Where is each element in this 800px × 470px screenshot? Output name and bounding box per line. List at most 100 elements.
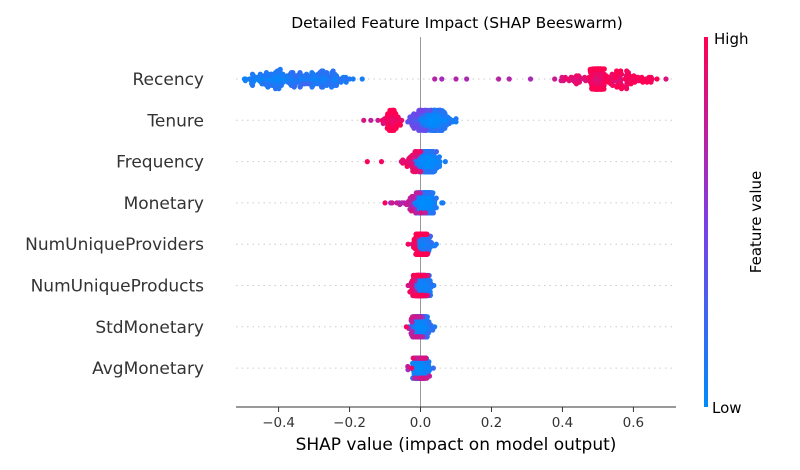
shap-point bbox=[410, 314, 416, 320]
shap-point bbox=[428, 240, 434, 246]
shap-point bbox=[424, 149, 430, 155]
shap-point bbox=[624, 68, 630, 74]
shap-point bbox=[405, 241, 411, 247]
shap-point bbox=[605, 79, 612, 85]
shap-point bbox=[291, 84, 297, 90]
shap-point bbox=[446, 120, 452, 127]
colorbar bbox=[704, 37, 708, 407]
shap-point bbox=[324, 70, 330, 76]
shap-point bbox=[350, 76, 356, 82]
shap-point bbox=[441, 109, 447, 115]
shap-point bbox=[586, 74, 592, 80]
feature-label: AvgMonetary bbox=[92, 359, 204, 379]
shap-point bbox=[426, 359, 432, 365]
shap-point bbox=[433, 127, 439, 133]
shap-point bbox=[413, 210, 419, 216]
shap-point bbox=[439, 127, 445, 133]
shap-point bbox=[663, 76, 669, 82]
shap-point bbox=[640, 79, 646, 85]
shap-point bbox=[274, 68, 280, 74]
shap-point bbox=[412, 272, 418, 279]
shap-point bbox=[305, 73, 311, 79]
x-axis-label: SHAP value (impact on model output) bbox=[296, 435, 617, 455]
shap-point bbox=[632, 79, 638, 85]
shap-point bbox=[319, 84, 325, 90]
feature-label: Recency bbox=[133, 70, 205, 90]
shap-point bbox=[418, 169, 424, 175]
shap-point bbox=[389, 127, 395, 133]
shap-point bbox=[592, 86, 598, 92]
shap-point bbox=[412, 292, 419, 299]
feature-labels: Recency Tenure Frequency Monetary NumUniqueP… bbox=[25, 70, 204, 379]
shap-point bbox=[433, 195, 439, 201]
shap-point bbox=[393, 125, 399, 131]
colorbar-label: Feature value bbox=[747, 171, 765, 273]
shap-point bbox=[413, 190, 419, 196]
shap-point bbox=[411, 236, 417, 242]
x-tick-label: 0.4 bbox=[552, 415, 573, 431]
shap-point bbox=[333, 82, 340, 88]
shap-point bbox=[411, 125, 417, 131]
shap-point bbox=[309, 70, 315, 76]
shap-point bbox=[337, 76, 343, 82]
shap-point bbox=[432, 76, 438, 82]
shap-point bbox=[644, 79, 650, 85]
shap-point bbox=[622, 76, 628, 82]
shap-point bbox=[344, 76, 350, 82]
shap-point bbox=[427, 190, 433, 196]
shap-point bbox=[246, 76, 253, 82]
shap-point bbox=[400, 157, 406, 163]
shap-point bbox=[411, 169, 417, 175]
shap-point bbox=[326, 81, 333, 87]
shap-point bbox=[433, 107, 439, 113]
shap-point bbox=[433, 205, 439, 211]
shap-point bbox=[573, 81, 580, 87]
shap-point bbox=[249, 82, 256, 88]
shap-point bbox=[618, 86, 625, 92]
x-tick-label: 0.0 bbox=[410, 415, 431, 431]
shap-point bbox=[439, 200, 445, 206]
shap-point bbox=[364, 159, 370, 165]
shap-point bbox=[430, 365, 436, 371]
shap-point bbox=[409, 193, 415, 200]
shap-point bbox=[309, 84, 315, 90]
shap-point bbox=[403, 324, 409, 330]
chart-title: Detailed Feature Impact (SHAP Beeswarm) bbox=[291, 14, 623, 32]
shap-point bbox=[596, 66, 602, 72]
shap-point bbox=[421, 272, 428, 279]
shap-point bbox=[422, 210, 429, 216]
shap-point bbox=[407, 114, 413, 120]
shap-point bbox=[654, 76, 660, 82]
shap-point bbox=[412, 334, 419, 340]
shap-point bbox=[424, 334, 430, 340]
feature-label: Tenure bbox=[146, 111, 204, 131]
shap-point bbox=[267, 82, 273, 88]
shap-point bbox=[634, 74, 640, 80]
shap-point bbox=[527, 76, 534, 82]
shap-point bbox=[613, 74, 619, 80]
shap-point bbox=[268, 71, 274, 77]
shap-point bbox=[590, 66, 596, 72]
shap-point bbox=[385, 111, 391, 117]
shap-point bbox=[389, 107, 395, 113]
shap-point bbox=[409, 278, 415, 284]
shap-point bbox=[378, 159, 385, 165]
shap-point bbox=[436, 154, 442, 160]
feature-label: NumUniqueProducts bbox=[31, 277, 205, 297]
shap-point bbox=[328, 73, 334, 79]
shap-point bbox=[330, 68, 336, 74]
shap-point bbox=[418, 251, 424, 257]
shap-point bbox=[415, 111, 421, 117]
shap-point bbox=[406, 155, 412, 161]
feature-label: Frequency bbox=[116, 153, 204, 173]
shap-point bbox=[409, 365, 415, 371]
shap-point bbox=[597, 86, 603, 92]
shap-point bbox=[646, 74, 652, 80]
shap-point bbox=[627, 73, 633, 79]
shap-point bbox=[602, 79, 608, 85]
shap-point bbox=[297, 84, 303, 90]
x-tick-label: −0.4 bbox=[262, 415, 295, 431]
shap-point bbox=[412, 246, 419, 252]
shap-point bbox=[261, 81, 267, 87]
